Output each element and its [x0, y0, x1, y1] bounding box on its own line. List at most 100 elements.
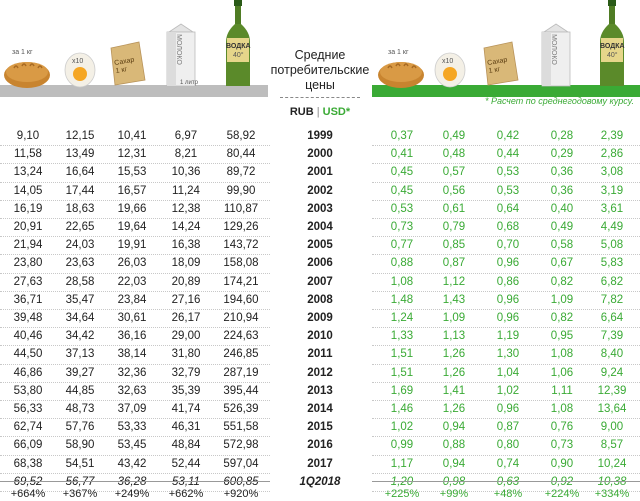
year-cell: 2010 — [307, 330, 333, 343]
row-divider-left — [0, 181, 270, 183]
bread-label: за 1 кг — [388, 49, 409, 56]
usd-milk-cell: 1,08 — [550, 403, 574, 415]
rub-milk-cell: 29,00 — [171, 330, 201, 343]
row-divider-left — [0, 327, 270, 329]
rub-eggs-cell: 18,63 — [65, 202, 95, 215]
usd-milk-cell: 0,76 — [550, 421, 574, 434]
rub-header-band — [0, 85, 268, 97]
usd-sugar-cell: 0,74 — [496, 457, 520, 470]
rub-milk-cell: 35,39 — [171, 384, 201, 397]
table-row: 62,74 57,76 53,33 46,31 551,58 2015 1,02 0,94 0,… — [0, 418, 640, 437]
rub-bread-cell: 66,09 — [13, 439, 43, 452]
rub-bread-cell: 62,74 — [13, 421, 43, 434]
usd-sugar-cell: 0,96 — [496, 257, 520, 270]
row-divider-right — [372, 454, 640, 456]
usd-sugar-cell: 0,96 — [496, 293, 520, 306]
year-cell: 2000 — [307, 148, 333, 161]
usd-sugar-cell: 0,68 — [496, 221, 520, 233]
usd-bread-cell: 1,08 — [390, 275, 414, 288]
row-divider-right — [372, 290, 640, 292]
bread-label: за 1 кг — [12, 49, 33, 56]
row-divider-right — [372, 436, 640, 438]
rub-bread-cell: 16,19 — [13, 202, 43, 215]
usd-header-band — [372, 85, 640, 97]
usd-milk-cell: 0,67 — [550, 257, 574, 270]
milk-carton-icon — [538, 22, 574, 88]
usd-vodka-cell: 9,00 — [600, 421, 624, 434]
rub-milk-cell: 16,38 — [171, 239, 201, 252]
rub-vodka-cell: 210,94 — [223, 312, 259, 324]
table-row: 36,71 35,47 23,84 27,16 194,60 2008 1,48 1,43 0,… — [0, 291, 640, 310]
usd-sugar-cell: 0,44 — [496, 148, 520, 161]
usd-sugar-cell: 0,42 — [496, 130, 520, 142]
rub-milk-cell: 12,38 — [171, 202, 201, 215]
rub-milk-cell: 14,24 — [171, 221, 201, 233]
bottom-divider-right — [372, 481, 640, 482]
rub-sugar-cell: 19,64 — [117, 221, 147, 233]
table-row: 13,24 16,64 15,53 10,36 89,72 2001 0,45 0,57 0,5… — [0, 163, 640, 182]
usd-eggs-cell: 1,13 — [442, 330, 466, 343]
table-row: 56,33 48,73 37,09 41,74 526,39 2014 1,46 1,26 0,… — [0, 400, 640, 419]
rub-eggs-cell: 35,47 — [65, 293, 95, 306]
usd-sugar-cell: 0,80 — [496, 439, 520, 452]
usd-eggs-cell: 0,57 — [442, 166, 466, 179]
rub-bread-cell: 44,50 — [13, 348, 43, 361]
rub-milk-cell: 46,31 — [171, 421, 201, 434]
usd-milk-cell: 0,49 — [550, 221, 574, 233]
rub-bread-cell: 39,48 — [13, 312, 43, 324]
vodka-label: ВОДКА — [226, 43, 251, 50]
vodka-strength: 40° — [233, 52, 244, 59]
sugar-bag-icon — [480, 40, 520, 86]
rub-vodka-cell: 158,08 — [223, 257, 259, 270]
year-cell: 2014 — [307, 403, 333, 415]
usd-milk-cell: 0,58 — [550, 239, 574, 252]
vodka-bottle-icon — [594, 0, 630, 88]
usd-milk-cell: 0,36 — [550, 166, 574, 179]
bottom-divider-left — [0, 481, 270, 482]
rub-vodka-cell: 551,58 — [223, 421, 259, 434]
rub-sugar-cell: 36,16 — [117, 330, 147, 343]
row-divider-right — [372, 199, 640, 201]
table-row: 39,48 34,64 30,61 26,17 210,94 2009 1,24 1,09 0,… — [0, 309, 640, 328]
usd-vodka-cell: 2,86 — [600, 148, 624, 161]
row-divider-right — [372, 309, 640, 310]
row-divider-left — [0, 254, 270, 256]
row-divider-right — [372, 327, 640, 329]
table-row: 46,86 39,27 32,36 32,79 287,19 2012 1,51 1,26 1,… — [0, 364, 640, 383]
usd-vodka-cell: 13,64 — [597, 403, 627, 415]
usd-sugar-cell: 0,53 — [496, 184, 520, 197]
rub-milk-cell: 26,17 — [171, 312, 201, 324]
table-row: 44,50 37,13 38,14 31,80 246,85 2011 1,51 1,26 1,… — [0, 345, 640, 364]
usd-sugar-cell: 0,86 — [496, 275, 520, 288]
rub-vodka-cell: 89,72 — [226, 166, 256, 179]
year-cell: 2017 — [307, 457, 333, 470]
rub-eggs-cell: 17,44 — [65, 184, 95, 197]
rub-vodka-cell: 129,26 — [223, 221, 259, 233]
rub-bread-cell: 11,58 — [14, 148, 42, 161]
rub-eggs-cell: 23,63 — [65, 257, 95, 270]
usd-bread-cell: 0,41 — [390, 148, 414, 161]
sugar-bag-icon — [107, 40, 147, 86]
usd-milk-cell: 0,28 — [550, 130, 574, 142]
row-divider-left — [0, 345, 270, 347]
usd-vodka-cell: 6,82 — [600, 275, 624, 288]
usd-milk-cell: 1,06 — [550, 366, 574, 379]
rub-sugar-cell: 37,09 — [117, 403, 147, 415]
year-cell: 2002 — [307, 184, 333, 197]
row-divider-left — [0, 145, 270, 147]
currency-usd: USD* — [322, 106, 351, 118]
rub-sugar-cell: 19,91 — [117, 239, 147, 252]
year-cell: 2003 — [307, 202, 333, 215]
usd-milk-cell: 0,73 — [550, 439, 574, 452]
row-divider-left — [0, 418, 270, 420]
usd-eggs-cell: 1,43 — [442, 293, 466, 306]
usd-bread-cell: 1,69 — [390, 384, 414, 397]
row-divider-right — [372, 163, 640, 165]
usd-milk-cell: 0,82 — [550, 312, 574, 324]
rub-milk-cell: 52,44 — [171, 457, 201, 470]
rub-eggs-cell: 16,64 — [65, 166, 95, 179]
rub-sugar-cell: 16,57 — [117, 184, 147, 197]
usd-vodka-cell: 4,49 — [600, 221, 624, 233]
table-row: 53,80 44,85 32,63 35,39 395,44 2013 1,69 1,41 1,… — [0, 382, 640, 401]
rub-eggs-cell: 24,03 — [65, 239, 95, 252]
